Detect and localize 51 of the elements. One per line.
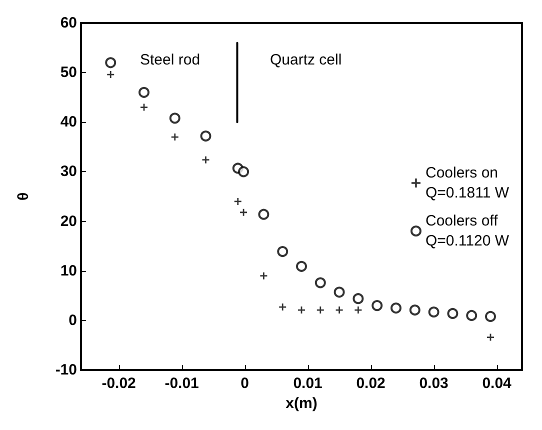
point (107, 71, 114, 78)
x-tick-label: 0.03 (419, 375, 448, 392)
point (240, 208, 248, 216)
point (428, 306, 440, 318)
x-tick-label: 0.02 (356, 375, 386, 392)
point (171, 134, 178, 141)
annotation: Steel rod (140, 52, 200, 68)
y-tick-label: 20 (60, 212, 77, 230)
point (138, 86, 150, 98)
point (409, 304, 420, 316)
point (277, 246, 288, 258)
point (140, 104, 148, 111)
point (234, 198, 242, 205)
point (390, 302, 402, 314)
point (202, 156, 210, 164)
y-axis-title: θ (15, 192, 32, 201)
point (372, 300, 383, 312)
point (279, 304, 286, 311)
legend-label: Coolers on Q=0.1811 W (425, 164, 510, 202)
y-tick-label: 30 (60, 163, 77, 180)
point (238, 166, 250, 178)
point (336, 306, 343, 314)
point (485, 310, 496, 322)
y-tick-label: 10 (60, 262, 77, 280)
x-tick-label: 0.01 (293, 375, 322, 392)
x-axis-title: x(m) (286, 394, 318, 412)
y-tick-label: 40 (60, 114, 77, 131)
x-tick-label: -0.01 (164, 375, 199, 392)
point (352, 293, 364, 304)
y-tick-label: 50 (60, 64, 77, 82)
point (334, 286, 345, 298)
point (447, 308, 458, 319)
point (487, 334, 494, 341)
point (258, 208, 270, 220)
point (260, 272, 268, 280)
y-tick-label: 0 (68, 312, 77, 329)
point (296, 260, 307, 272)
x-tick-label: -0.02 (102, 375, 136, 392)
point (316, 306, 324, 314)
point (200, 130, 212, 142)
annotation: Quartz cell (270, 52, 342, 68)
point (169, 112, 180, 124)
x-tick-label: 0 (240, 375, 249, 392)
y-tick-label: 60 (60, 14, 77, 32)
point (466, 310, 478, 321)
y-tick-label: -10 (55, 362, 77, 378)
point (105, 57, 116, 68)
point (354, 306, 362, 314)
point (314, 277, 326, 288)
legend-label: Coolers off Q=0.1120 W (425, 212, 510, 250)
x-tick-label: 0.04 (482, 375, 512, 392)
